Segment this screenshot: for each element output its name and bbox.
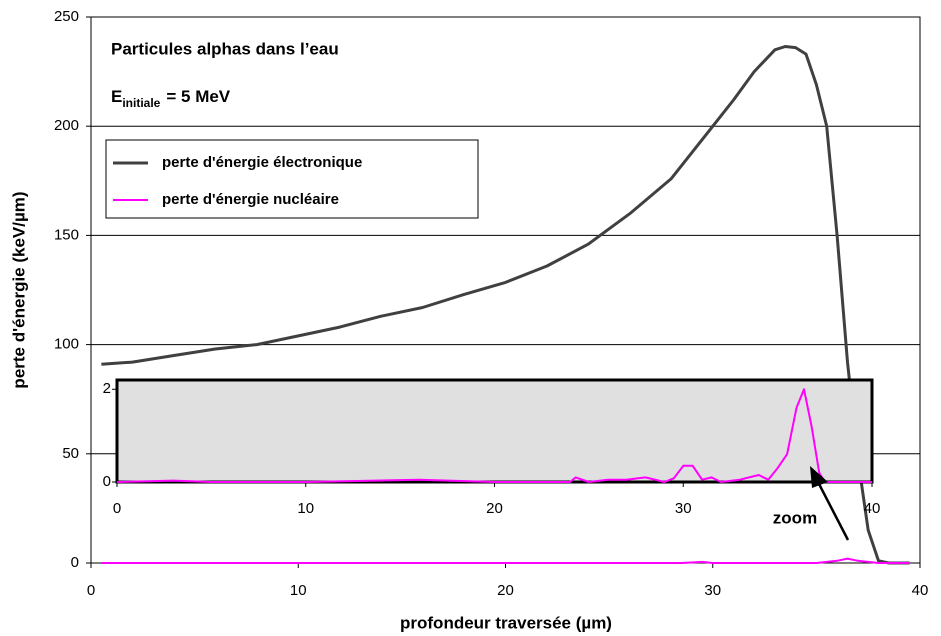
subscript: initiale [122,96,160,110]
x-tick-label: 30 [704,582,721,599]
x-tick-label: 0 [113,500,121,517]
x-tick-label: 40 [864,500,881,517]
zoom-arrowhead [810,466,828,488]
symbol: E [111,87,122,106]
y-tick-label: 150 [54,226,79,243]
data-line [101,45,910,565]
x-axis-label: profondeur traversée (µm) [400,613,612,632]
plot-frame [115,378,874,484]
legend-label: perte d'énergie électronique [162,154,362,171]
data-line [116,388,872,483]
data-line [101,557,910,564]
zoom-label: zoom [773,508,817,527]
chart-title: Particules alphas dans l’eau [111,39,339,58]
legend-label: perte d'énergie nucléaire [162,191,339,208]
y-tick-label: 0 [71,554,79,571]
x-tick-label: 20 [497,582,514,599]
y-tick-label: 0 [103,473,111,490]
y-tick-label: 200 [54,117,79,134]
y-tick-label: 2 [103,380,111,397]
y-tick-label: 50 [62,445,79,462]
x-tick-label: 10 [297,500,314,517]
y-tick-label: 100 [54,336,79,353]
zoom-arrow [816,481,850,541]
annotation-rest: = 5 MeV [166,87,230,106]
x-tick-label: 30 [675,500,692,517]
energy-annotation: Einitiale = 5 MeV [111,87,231,110]
x-tick-label: 10 [290,582,307,599]
x-tick-label: 40 [912,582,929,599]
x-tick-label: 20 [486,500,503,517]
legend-box [105,139,479,219]
y-tick-label: 250 [54,8,79,25]
y-axis-label: perte d'énergie (keV/µm) [9,191,28,388]
x-tick-label: 0 [87,582,95,599]
